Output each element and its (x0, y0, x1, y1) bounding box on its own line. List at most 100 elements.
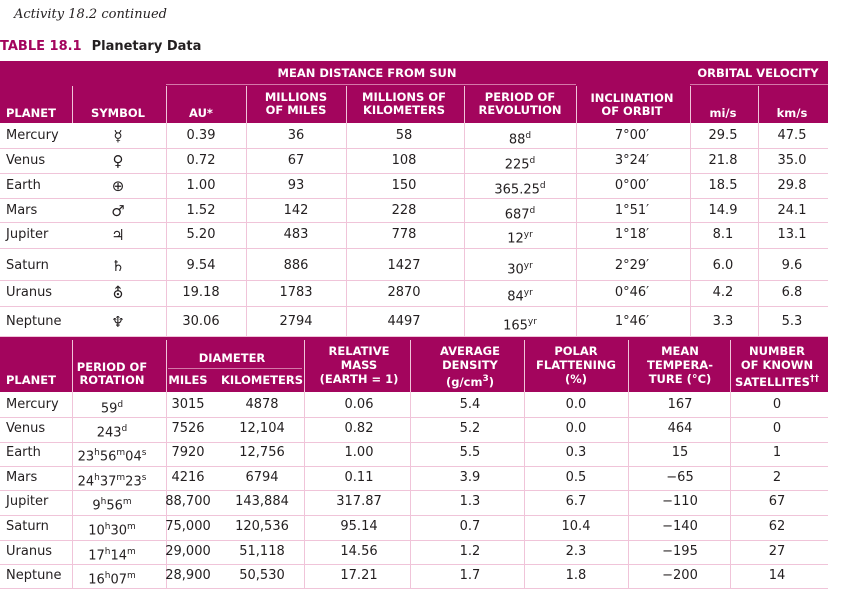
velocity-mi-s-value: 8.1 (712, 227, 734, 242)
column-divider (72, 340, 73, 392)
planet-name: Mercury (6, 397, 59, 412)
column-divider (690, 123, 691, 336)
millions-km-value: 150 (391, 178, 417, 193)
rotation-unit: d (121, 424, 128, 434)
column-divider (410, 392, 411, 588)
column-divider (464, 86, 465, 123)
satellite-count-value: 62 (768, 519, 786, 534)
polar-flattening-value: 1.8 (565, 568, 587, 583)
planet-name: Saturn (6, 258, 49, 273)
polar-flattening-value: 6.7 (565, 494, 587, 509)
column-divider (72, 392, 73, 588)
col-header-mean-temperature: MEAN (661, 344, 699, 358)
column-divider (730, 340, 731, 392)
mean-temperature-value: −65 (666, 470, 694, 485)
au-value: 5.20 (186, 227, 216, 242)
column-divider (524, 340, 525, 392)
au-value: 1.52 (186, 203, 216, 218)
density-value: 5.2 (459, 421, 481, 436)
row-divider (0, 336, 828, 337)
group-header-mean-distance: MEAN DISTANCE FROM SUN (277, 66, 457, 80)
period-revolution-value: 165yr (470, 314, 570, 334)
inclination-value: 0°00′ (614, 178, 650, 193)
millions-miles-value: 1783 (279, 285, 313, 300)
velocity-km-s-value: 13.1 (777, 227, 807, 242)
diameter-km-value: 6794 (245, 470, 279, 485)
rotation-period-value: 10h30m (62, 519, 162, 539)
column-divider (166, 340, 167, 392)
row-divider (0, 588, 828, 589)
density-value: 1.3 (459, 494, 481, 509)
column-divider (346, 86, 347, 123)
satellite-count-value: 67 (768, 494, 786, 509)
density-value: 3.9 (459, 470, 481, 485)
footnote-marker: †† (809, 374, 819, 384)
satellite-count-value: 1 (772, 445, 782, 460)
millions-miles-value: 93 (287, 178, 305, 193)
density-value: 1.7 (459, 568, 481, 583)
col-header-mi-per-s: mi/s (709, 106, 737, 120)
period-revolution-value: 687d (470, 203, 570, 223)
period-revolution-value: 12yr (470, 227, 570, 247)
col-header-diameter: DIAMETER (198, 351, 266, 365)
rotation-number: 9 (92, 498, 101, 514)
table-caption: Planetary Data (91, 39, 202, 54)
diameter-km-value: 120,536 (235, 519, 289, 534)
row-divider (0, 306, 828, 307)
period-unit: yr (523, 288, 533, 298)
col-header-average-density: DENSITY (442, 358, 498, 372)
rotation-number: 14 (110, 548, 128, 564)
density-unit-exponent: 3 (482, 374, 489, 384)
diameter-miles-value: 28,900 (165, 568, 211, 583)
col-header-au: AU* (189, 106, 213, 120)
diameter-miles-value: 88,700 (165, 494, 211, 509)
inclination-value: 3°24′ (614, 153, 650, 168)
velocity-km-s-value: 5.3 (781, 314, 803, 329)
activity-continued-label: Activity 18.2 continued (14, 7, 167, 22)
rotation-unit: m (127, 547, 136, 557)
velocity-mi-s-value: 14.9 (708, 203, 738, 218)
rotation-unit: h (104, 522, 111, 532)
diameter-miles-value: 4216 (171, 470, 205, 485)
rotation-unit: m (116, 473, 126, 483)
relative-mass-value: 17.21 (340, 568, 378, 583)
density-value: 1.2 (459, 544, 481, 559)
rotation-number: 07 (110, 572, 128, 588)
column-divider (166, 123, 167, 336)
satellites-label: SATELLITES (735, 374, 810, 389)
row-divider (0, 173, 828, 174)
column-divider (346, 123, 347, 336)
column-divider (576, 123, 577, 336)
table-title: TABLE 18.1 Planetary Data (0, 39, 201, 54)
rotation-number: 16 (88, 572, 105, 588)
col-header-known-satellites: OF KNOWN (740, 358, 814, 372)
density-unit-close: ) (488, 374, 495, 389)
polar-flattening-value: 0.0 (565, 397, 587, 412)
row-divider (0, 198, 828, 199)
polar-flattening-value: 0.0 (565, 421, 587, 436)
diameter-miles-value: 7920 (171, 445, 205, 460)
column-divider (690, 86, 691, 123)
planet-name: Mars (6, 470, 38, 485)
col-header-known-satellites: NUMBER (749, 344, 805, 358)
col-header-period-rotation: PERIOD OF (76, 360, 148, 374)
col-header-polar-flattening: (%) (564, 372, 588, 386)
group-header-underline (166, 84, 576, 85)
velocity-km-s-value: 29.8 (777, 178, 807, 193)
velocity-km-s-value: 24.1 (777, 203, 807, 218)
au-value: 30.06 (182, 314, 220, 329)
col-header-period-rotation: ROTATION (79, 373, 145, 387)
period-number: 84 (507, 289, 524, 305)
diameter-km-value: 50,530 (239, 568, 285, 583)
col-header-millions-miles: MILLIONS (264, 90, 328, 104)
millions-miles-value: 886 (283, 258, 309, 273)
planet-name: Uranus (6, 285, 53, 300)
rotation-unit: s (141, 473, 147, 483)
satellite-count-value: 2 (772, 470, 782, 485)
col-header-miles: MILES (168, 373, 208, 387)
row-divider (0, 148, 828, 149)
diameter-km-value: 51,118 (239, 544, 285, 559)
col-header-symbol: SYMBOL (91, 106, 145, 120)
density-value: 5.5 (459, 445, 481, 460)
satellite-count-value: 27 (768, 544, 786, 559)
